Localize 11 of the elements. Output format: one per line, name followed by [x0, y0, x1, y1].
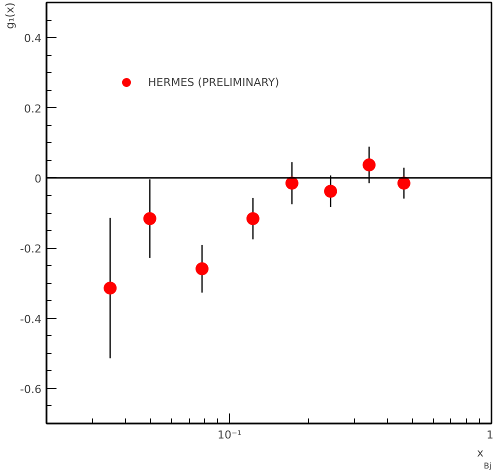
y-axis-title: g₁(x): [4, 2, 16, 29]
y-tick-label: -0.4: [20, 312, 42, 326]
y-tick-label: -0.6: [20, 382, 42, 396]
y-tick-label: 0.2: [24, 102, 42, 116]
y-tick-label: -0.2: [20, 242, 42, 256]
x-axis-title: xBj: [476, 446, 492, 470]
x-tick-label: 10⁻¹: [217, 428, 242, 442]
y-tick-label: 0: [34, 172, 42, 186]
y-tick-label: 0.4: [24, 32, 42, 46]
x-tick-label: 1: [486, 428, 493, 442]
legend-label: HERMES (PRELIMINARY): [148, 76, 280, 88]
